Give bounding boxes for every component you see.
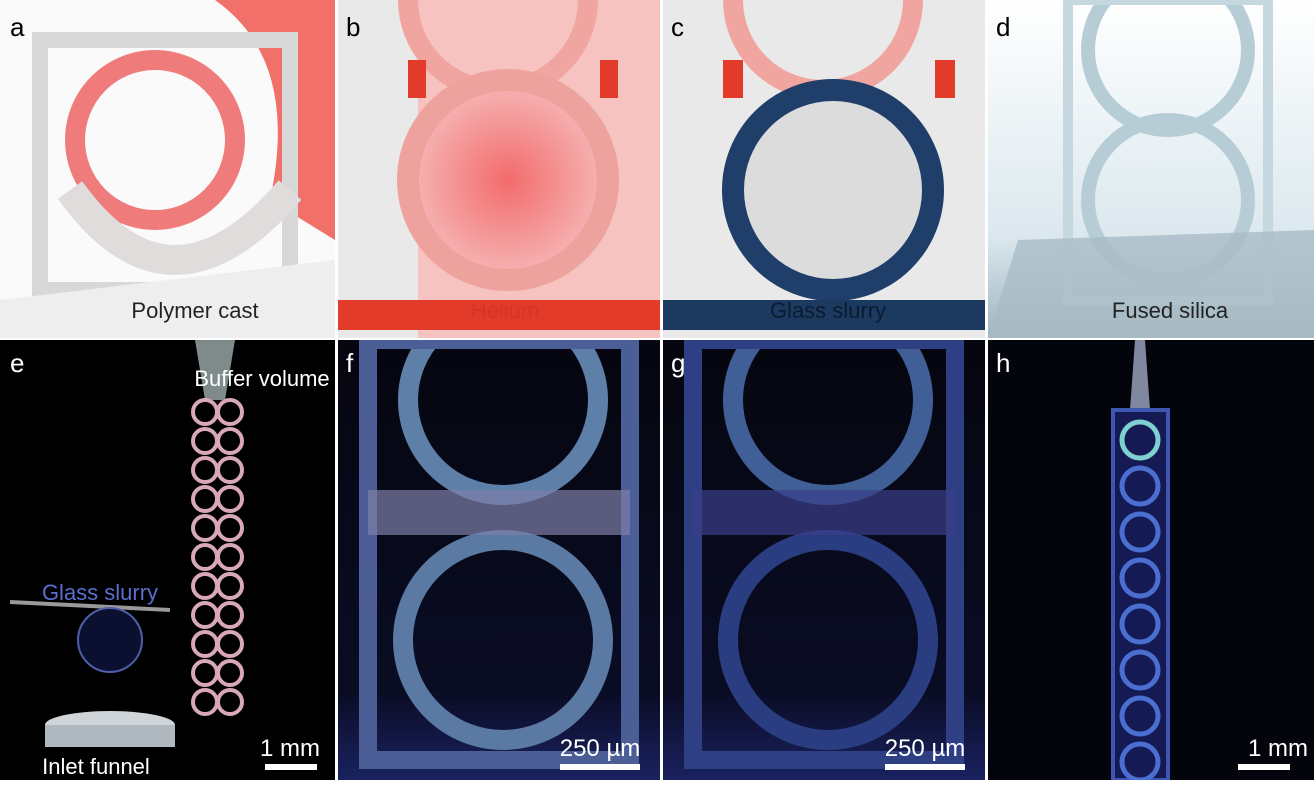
panel-label: b: [346, 12, 360, 42]
droplet: [78, 608, 142, 672]
reservoir: [408, 60, 426, 98]
background: [0, 340, 335, 780]
panel-a: [0, 0, 335, 338]
panel-label: g: [671, 348, 685, 378]
panel-h: [988, 340, 1314, 780]
panel-label: c: [671, 12, 684, 42]
panel-d: [988, 0, 1314, 338]
inlet-funnel: [45, 725, 175, 747]
reservoir: [600, 60, 618, 98]
scale-bar: [1238, 764, 1290, 770]
scale-bar-label: 1 mm: [1248, 735, 1308, 762]
panel-f: [338, 305, 660, 780]
reservoir: [723, 60, 743, 98]
annotation: Glass slurry: [42, 580, 158, 605]
annotation: Buffer volume: [194, 366, 329, 391]
scale-bar-label: 250 µm: [560, 735, 641, 762]
glass-bridge: [693, 490, 955, 535]
caption: Fused silica: [1112, 298, 1229, 323]
panel-label: f: [346, 348, 354, 378]
scale-bar: [885, 764, 965, 770]
panel-label: d: [996, 12, 1010, 42]
caption: Polymer cast: [131, 298, 258, 323]
panel-label: h: [996, 348, 1010, 378]
scale-bar: [265, 764, 317, 770]
glass-bridge: [368, 490, 630, 535]
scale-bar-label: 1 mm: [260, 735, 320, 762]
page: {"panels": [ {"label": "a", "caption": "…: [0, 0, 1314, 780]
panel-g: [663, 305, 985, 780]
panel-label: e: [10, 348, 24, 378]
caption: Glass slurry: [770, 298, 886, 323]
scale-bar: [560, 764, 640, 770]
background: [663, 340, 985, 780]
reservoir: [935, 60, 955, 98]
panel-label: a: [10, 12, 25, 42]
ring: [408, 80, 608, 280]
panel-e: [0, 340, 335, 780]
annotation: Inlet funnel: [42, 754, 150, 779]
background: [338, 340, 660, 780]
figure: a b c d e f g h Polymer cast Helium Glas…: [0, 0, 1314, 780]
panel-c: [663, 0, 985, 338]
panel-b: [338, 0, 660, 338]
caption: Helium: [471, 298, 539, 323]
ring-slurry: [733, 90, 933, 290]
scale-bar-label: 250 µm: [885, 735, 966, 762]
